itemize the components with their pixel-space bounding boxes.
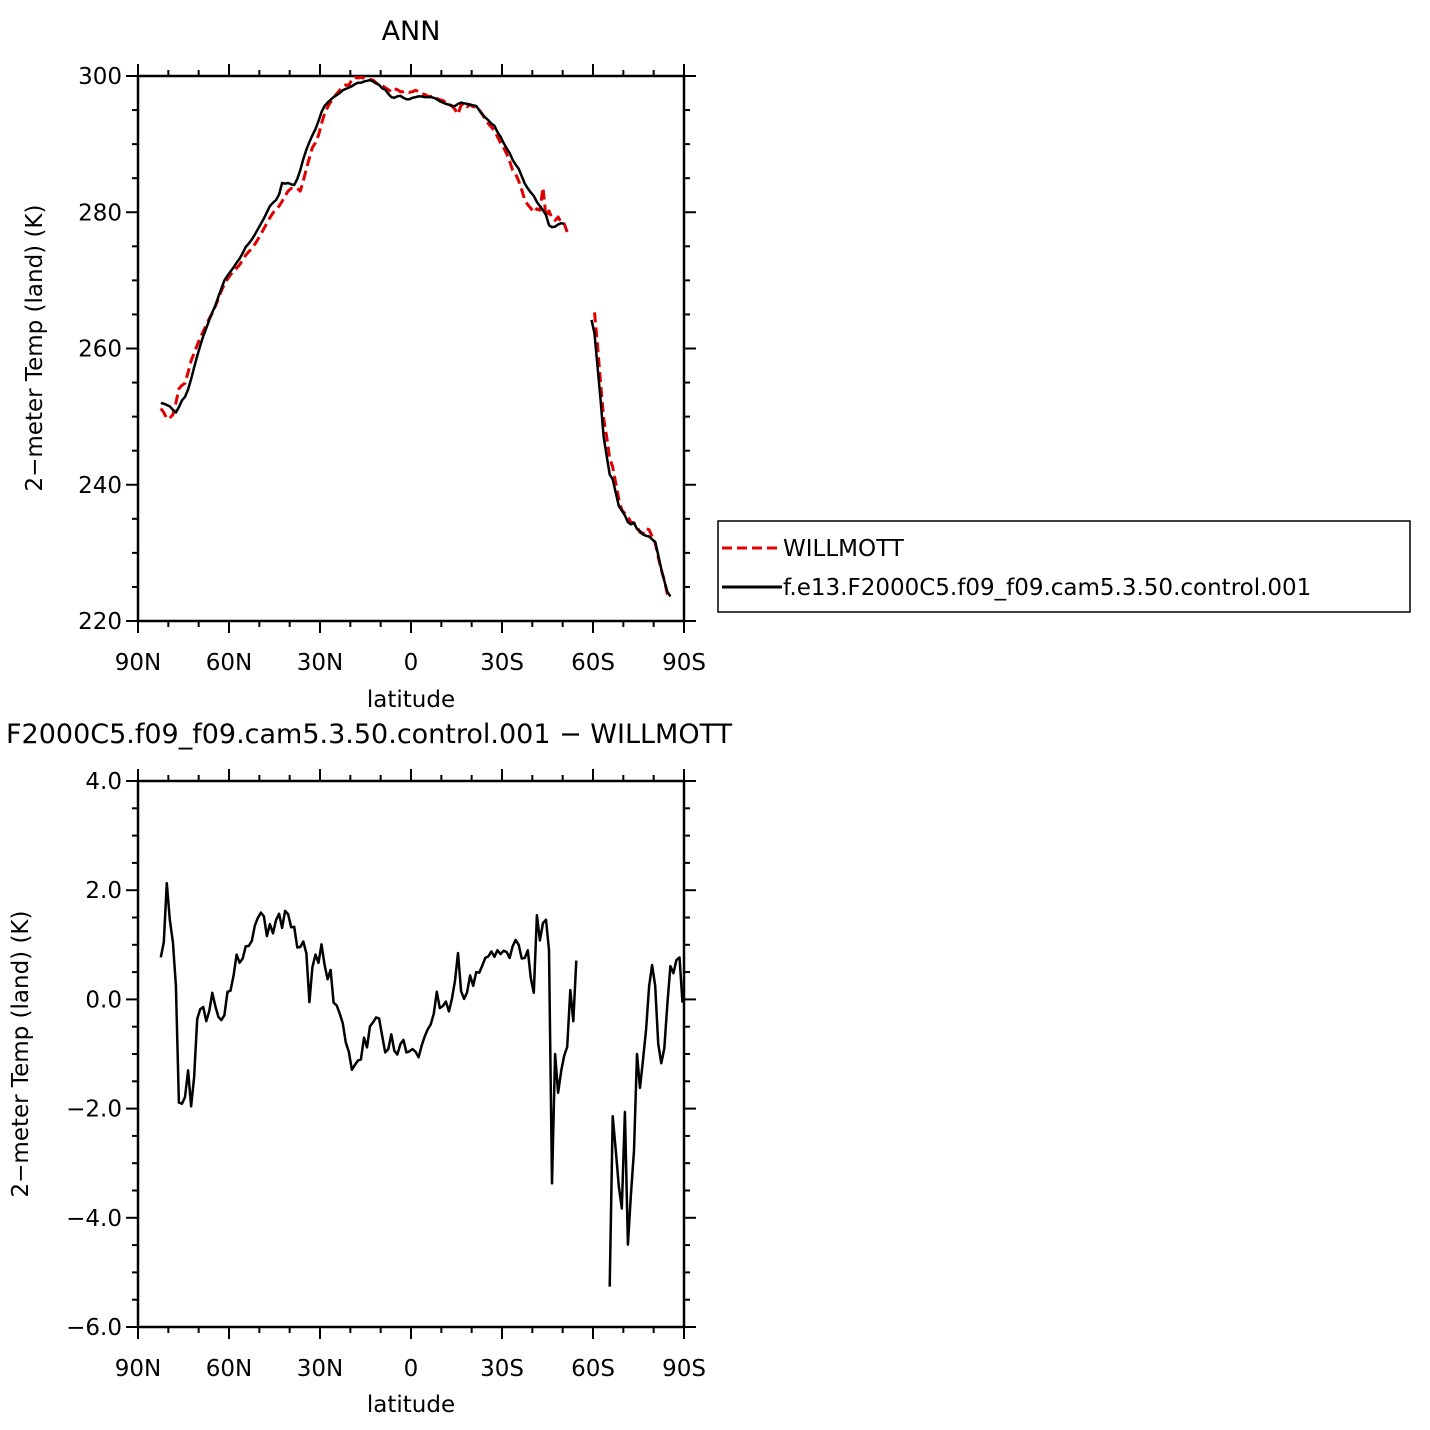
top-x-tick-label: 60S: [571, 650, 615, 676]
bottom-difference-series-line: [159, 881, 578, 1185]
top-x-tick-label: 30N: [297, 650, 343, 676]
bottom-x-tick-label: 90N: [115, 1356, 161, 1382]
top-tick-marks: [126, 64, 696, 633]
legend: WILLMOTT f.e13.F2000C5.f09_f09.cam5.3.50…: [717, 520, 1411, 613]
top-y-tick-label: 240: [78, 473, 122, 499]
top-chart-y-axis-title: 2−meter Temp (land) (K): [22, 205, 48, 492]
top-x-tick-label: 90S: [662, 650, 706, 676]
bottom-x-tick-label: 60N: [206, 1356, 252, 1382]
top-series-model: [160, 78, 672, 598]
top-series-model-line: [160, 78, 565, 414]
top-y-tick-label: 300: [78, 64, 122, 90]
bottom-x-tick-label: 90S: [662, 1356, 706, 1382]
bottom-difference-series: [159, 881, 684, 1287]
bottom-chart-title: F2000C5.f09_f09.cam5.3.50.control.001 − …: [6, 719, 733, 750]
bottom-tick-marks: [126, 769, 696, 1339]
top-series-willmott-line: [159, 75, 569, 421]
top-plot-frame: [136, 74, 686, 623]
bottom-chart-y-axis-title: 2−meter Temp (land) (K): [8, 911, 34, 1198]
top-chart-title: ANN: [382, 16, 441, 47]
bottom-chart-x-axis-title: latitude: [367, 1392, 455, 1418]
bottom-y-tick-label: −4.0: [66, 1206, 122, 1232]
bottom-y-tick-label: −6.0: [66, 1315, 122, 1341]
bottom-y-tick-label: 0.0: [85, 987, 122, 1013]
bottom-y-tick-label: −2.0: [66, 1097, 122, 1123]
bottom-x-tick-label: 30S: [480, 1356, 524, 1382]
top-x-tick-label: 90N: [115, 650, 161, 676]
bottom-x-tick-label: 0: [404, 1356, 419, 1382]
top-y-tick-label: 260: [78, 337, 122, 363]
legend-label-model: f.e13.F2000C5.f09_f09.cam5.3.50.control.…: [783, 575, 1311, 601]
top-x-tick-label: 0: [404, 650, 419, 676]
legend-label-willmott: WILLMOTT: [783, 536, 905, 562]
top-series-model-line: [590, 319, 672, 598]
top-line-chart: ANN latitude 2−meter Temp (land) (K) 90N…: [22, 16, 706, 713]
bottom-x-tick-label: 60S: [571, 1356, 615, 1382]
legend-box: [717, 520, 1411, 613]
top-x-tick-label: 30S: [480, 650, 524, 676]
top-y-tick-label: 280: [78, 200, 122, 226]
top-y-tick-label: 220: [78, 609, 122, 635]
bottom-x-tick-label: 30N: [297, 1356, 343, 1382]
top-chart-x-axis-title: latitude: [367, 687, 455, 713]
top-x-tick-label: 60N: [206, 650, 252, 676]
bottom-plot-frame: [136, 779, 686, 1329]
bottom-difference-series-line: [608, 956, 684, 1287]
bottom-y-tick-label: 2.0: [85, 878, 122, 904]
bottom-y-tick-label: 4.0: [85, 769, 122, 795]
bottom-difference-chart: F2000C5.f09_f09.cam5.3.50.control.001 − …: [6, 719, 733, 1418]
